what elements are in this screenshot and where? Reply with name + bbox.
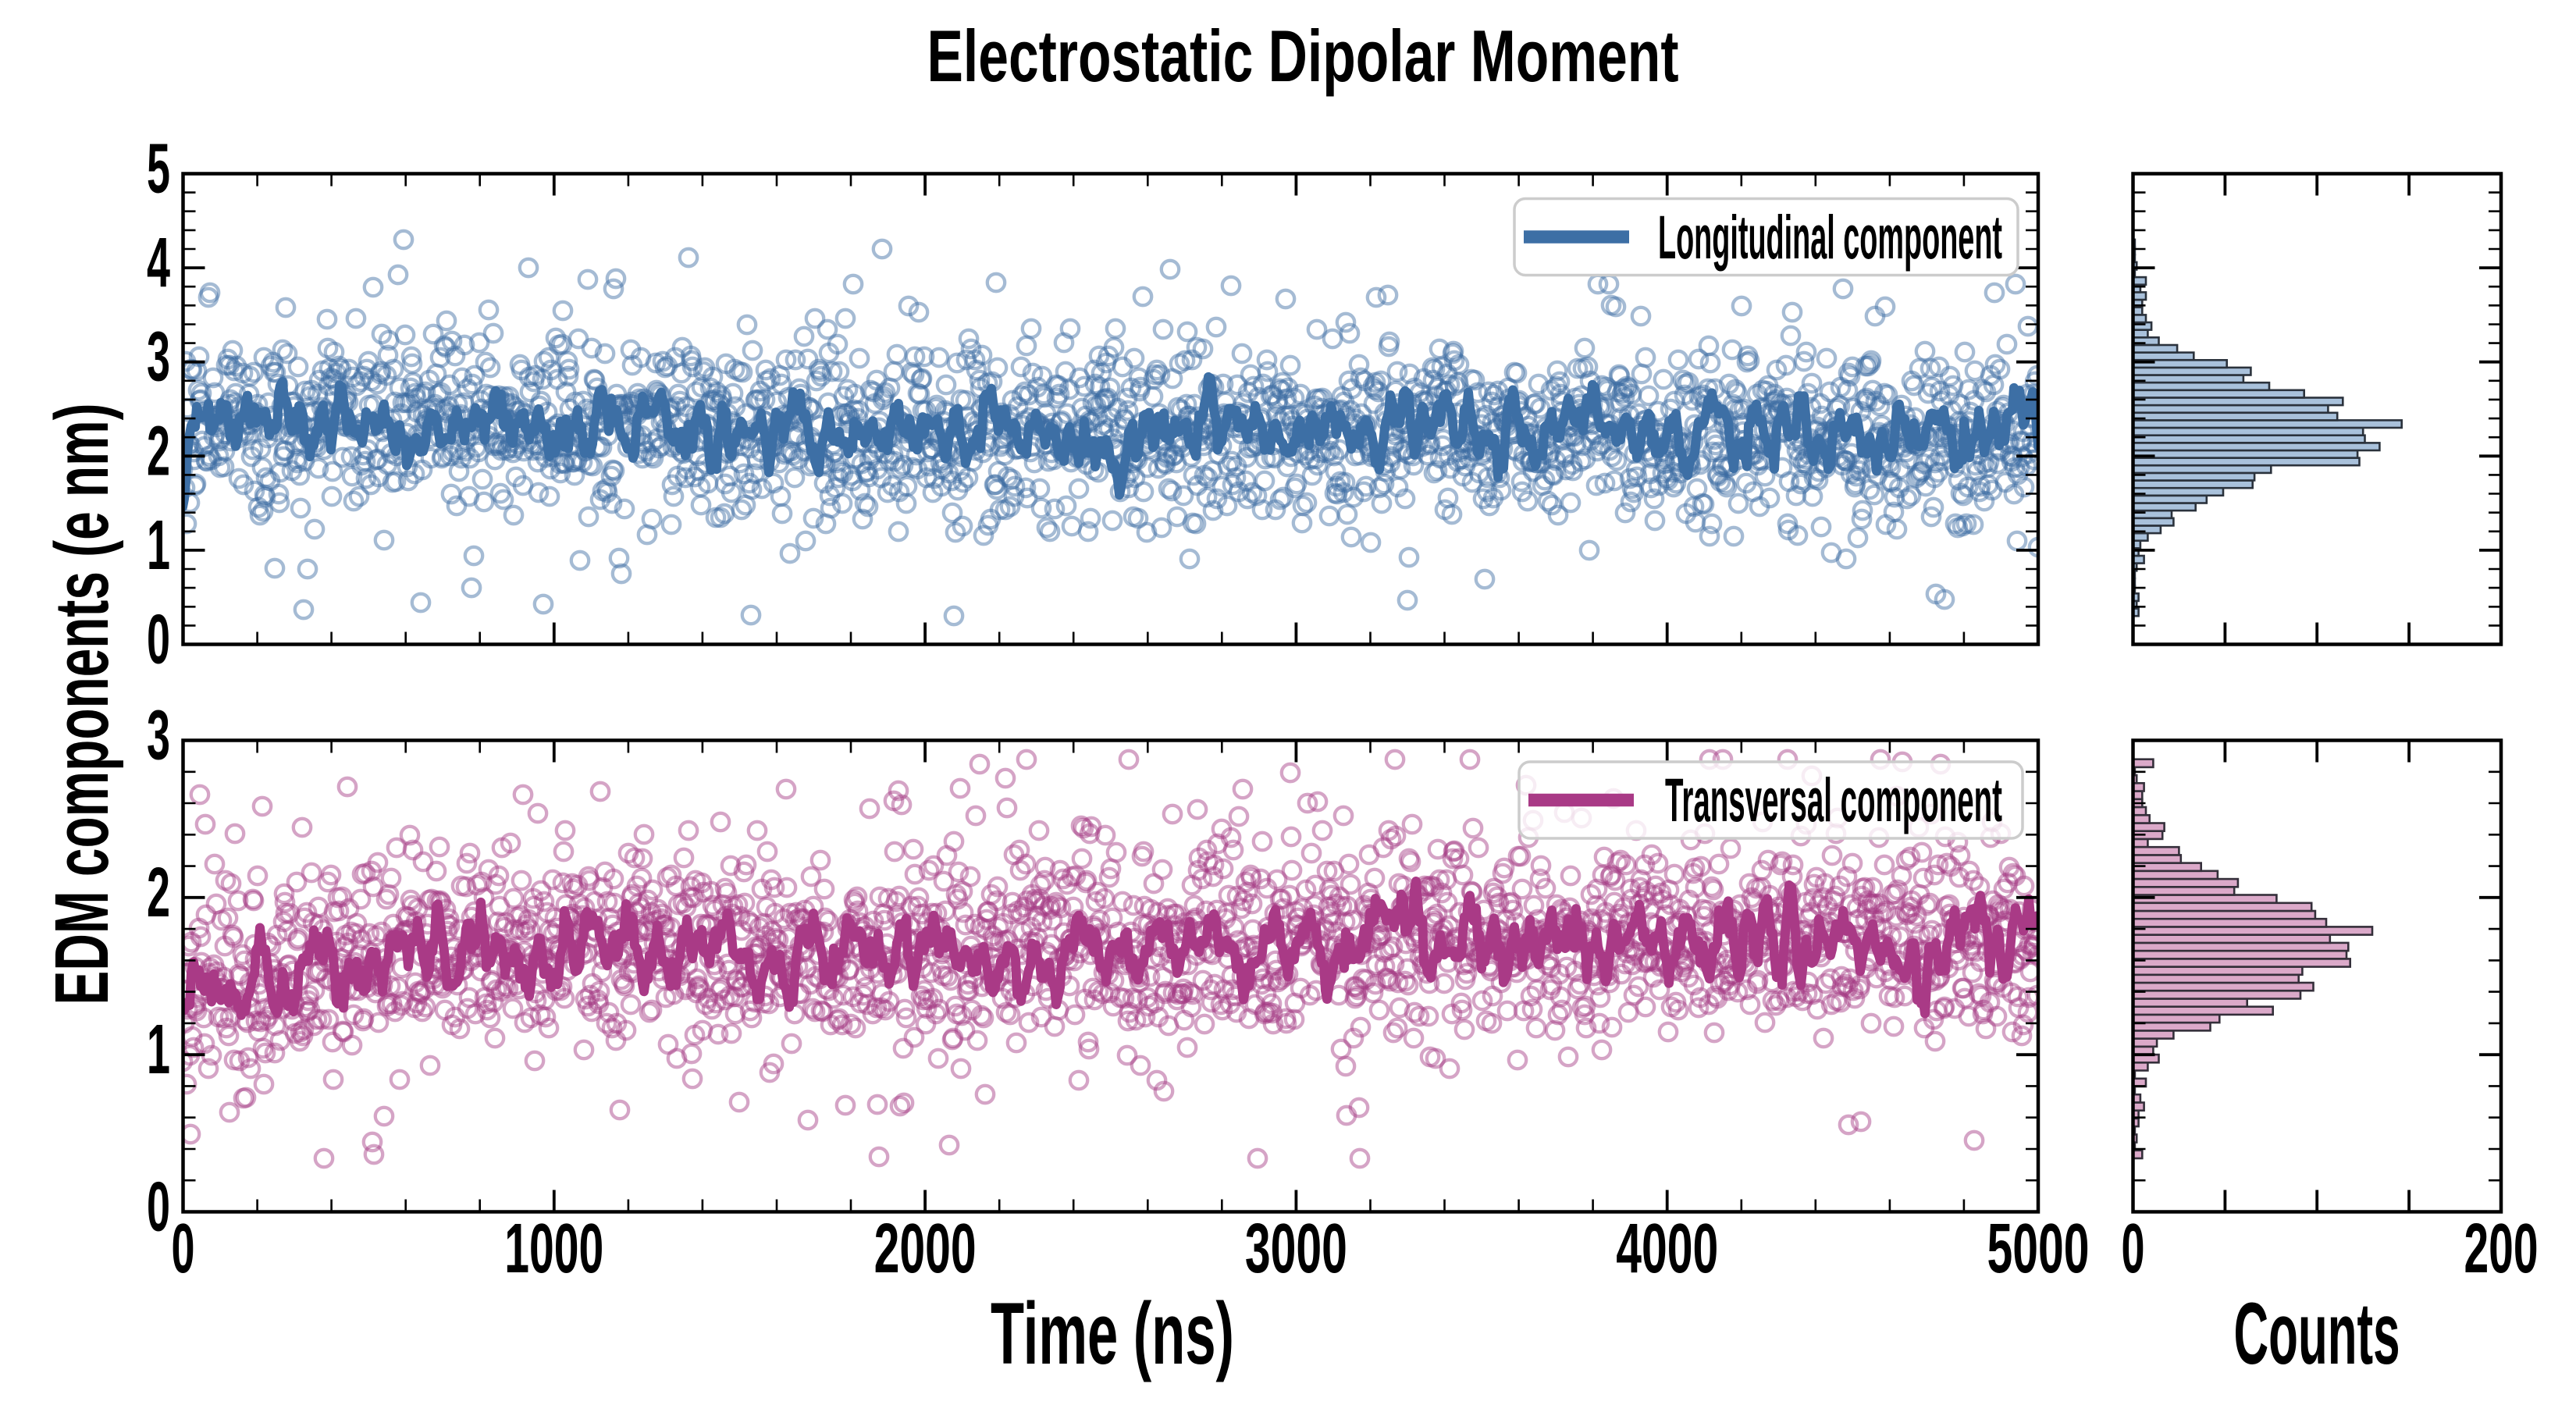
svg-text:0: 0 [2122, 1210, 2145, 1288]
svg-text:1: 1 [147, 1011, 170, 1089]
svg-text:200: 200 [2464, 1210, 2539, 1288]
svg-text:Counts: Counts [2234, 1285, 2400, 1382]
svg-text:1: 1 [147, 507, 170, 585]
svg-text:2000: 2000 [874, 1210, 977, 1288]
svg-text:3: 3 [147, 318, 170, 397]
svg-text:Transversal component: Transversal component [1665, 765, 2002, 834]
svg-text:2: 2 [147, 854, 170, 932]
svg-text:5: 5 [147, 130, 170, 208]
svg-text:0: 0 [147, 601, 170, 679]
svg-text:2: 2 [147, 412, 170, 490]
svg-text:3000: 3000 [1245, 1210, 1347, 1288]
svg-text:3: 3 [147, 697, 170, 775]
svg-text:Longitudinal component: Longitudinal component [1658, 202, 2002, 272]
svg-text:4: 4 [147, 224, 170, 302]
svg-text:EDM components (e nm): EDM components (e nm) [39, 404, 124, 1005]
svg-text:0: 0 [172, 1210, 195, 1288]
svg-text:Time (ns): Time (ns) [991, 1285, 1234, 1382]
svg-text:1000: 1000 [504, 1210, 603, 1288]
svg-text:0: 0 [147, 1168, 170, 1247]
svg-text:4000: 4000 [1616, 1210, 1718, 1288]
svg-text:5000: 5000 [1987, 1210, 2090, 1288]
svg-text:Electrostatic Dipolar Moment: Electrostatic Dipolar Moment [927, 15, 1679, 97]
